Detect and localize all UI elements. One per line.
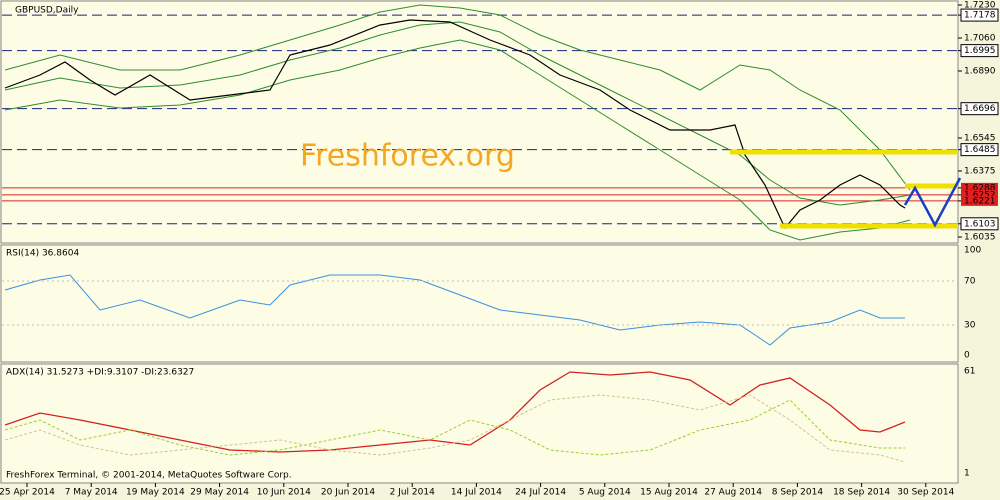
symbol-title: GBPUSD,Daily [15, 6, 79, 16]
price-label: 1.6252 [964, 190, 996, 200]
date-label: 14 Jul 2014 [451, 488, 502, 498]
rsi-title: RSI(14) 36.8604 [6, 249, 79, 259]
minus-di-line [4, 394, 906, 463]
date-label: 24 Jul 2014 [515, 488, 566, 498]
level-badge [960, 143, 999, 157]
price-label: 1.6890 [964, 67, 996, 77]
level-badge [960, 102, 999, 116]
rsi-label: 70 [964, 277, 976, 287]
price-label: 1.6103 [964, 219, 996, 229]
date-label: 10 Jun 2014 [257, 488, 311, 498]
adx-title: ADX(14) 31.5273 +DI:9.3107 -DI:23.6327 [6, 368, 194, 378]
price-label: 1.6545 [964, 133, 996, 143]
rsi-label: 0 [964, 351, 970, 361]
rsi-panel [0, 244, 959, 363]
forecast-arrow [903, 177, 962, 228]
date-label: 15 Aug 2014 [640, 488, 698, 498]
price-label: 1.6221 [964, 196, 996, 206]
date-label: 5 Aug 2014 [579, 488, 631, 498]
level-badge [960, 8, 999, 22]
price-line [4, 19, 906, 230]
adx-label: 61 [964, 367, 975, 377]
upper-band [4, 4, 911, 191]
date-label: 27 Aug 2014 [704, 488, 762, 498]
date-label: 20 Jun 2014 [321, 488, 375, 498]
adx-line [4, 371, 906, 453]
level-badge [961, 195, 998, 206]
rsi-line [4, 274, 905, 346]
middle-band [4, 21, 911, 206]
rsi-label: 30 [964, 321, 976, 331]
price-label: 1.6035 [964, 233, 996, 243]
rsi-label: 100 [964, 246, 981, 256]
price-label: 1.6288 [964, 183, 996, 193]
lower-band [4, 39, 911, 241]
price-label: 1.6485 [964, 145, 996, 155]
watermark: Freshforex.org [300, 139, 515, 174]
date-label: 8 Sep 2014 [772, 488, 824, 498]
price-label: 1.7060 [964, 34, 996, 44]
date-label: 2 Jul 2014 [390, 488, 435, 498]
price-label: 1.6375 [964, 166, 996, 176]
copyright: FreshForex Terminal, © 2001-2014, MetaQu… [6, 471, 292, 481]
date-label: 25 Apr 2014 [0, 488, 55, 498]
adx-panel [0, 363, 959, 484]
date-label: 29 May 2014 [190, 488, 249, 498]
level-badge [961, 182, 998, 193]
price-label: 1.7230 [964, 1, 996, 11]
main-panel [0, 0, 959, 244]
adx-label: 1 [964, 469, 970, 479]
price-label: 1.6995 [964, 46, 996, 56]
price-label: 1.6696 [964, 104, 996, 114]
price-label: 1.7178 [964, 11, 996, 21]
level-badge [960, 217, 999, 231]
level-badge [961, 189, 998, 200]
date-label: 19 May 2014 [126, 488, 185, 498]
date-label: 30 Sep 2014 [897, 488, 954, 498]
level-badge [960, 44, 999, 58]
date-label: 18 Sep 2014 [833, 488, 890, 498]
date-label: 7 May 2014 [65, 488, 118, 498]
